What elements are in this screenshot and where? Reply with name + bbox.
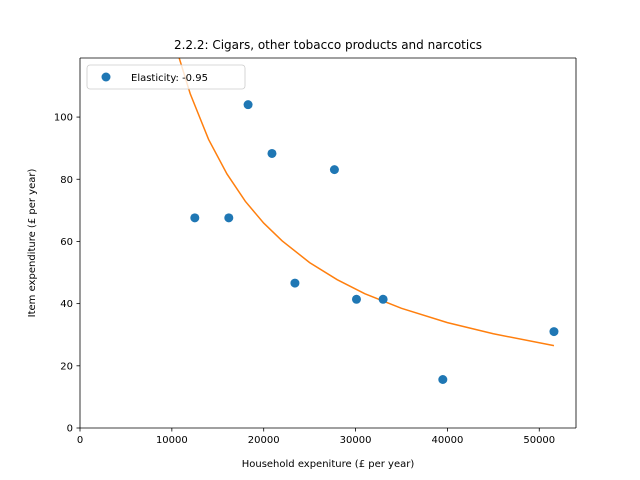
data-point-7: [378, 294, 388, 304]
y-axis-label: Item expenditure (£ per year): [27, 169, 38, 318]
plot-frame: [79, 57, 577, 429]
legend-marker: [101, 72, 111, 82]
y-tick-label-3: 60: [60, 237, 73, 248]
y-tick-label-0: 0: [67, 424, 73, 435]
x-axis-label: Household expeniture (£ per year): [242, 459, 415, 470]
fit-layer: [178, 58, 555, 347]
x-tick-label-5: 50000: [523, 435, 555, 446]
x-tick-label-4: 40000: [432, 435, 464, 446]
x-tick-label-3: 30000: [340, 435, 372, 446]
data-point-5: [329, 165, 339, 175]
x-axis-ticks: 0 10000 20000 30000 40000 50000: [77, 428, 555, 446]
x-tick-label-0: 0: [77, 435, 83, 446]
data-point-2: [243, 100, 253, 110]
data-point-3: [267, 148, 277, 158]
fit-curve: [178, 58, 555, 347]
data-point-1: [224, 213, 234, 223]
data-point-0: [190, 213, 200, 223]
y-axis-ticks: 0 20 40 60 80 100: [54, 113, 80, 435]
data-point-9: [549, 327, 559, 337]
data-point-6: [351, 294, 361, 304]
legend: Elasticity: -0.95: [86, 64, 246, 90]
y-tick-label-5: 100: [54, 113, 73, 124]
legend-box: [86, 64, 246, 90]
x-tick-label-2: 20000: [248, 435, 280, 446]
y-tick-label-4: 80: [60, 175, 73, 186]
data-point-4: [290, 278, 300, 288]
y-tick-label-1: 20: [60, 361, 73, 372]
chart-title: 2.2.2: Cigars, other tobacco products an…: [174, 38, 482, 52]
plot-background: [80, 58, 576, 428]
points-layer: [190, 100, 559, 384]
x-tick-label-1: 10000: [156, 435, 188, 446]
data-point-8: [438, 374, 448, 384]
legend-label: Elasticity: -0.95: [131, 73, 208, 84]
y-tick-label-2: 40: [60, 299, 73, 310]
